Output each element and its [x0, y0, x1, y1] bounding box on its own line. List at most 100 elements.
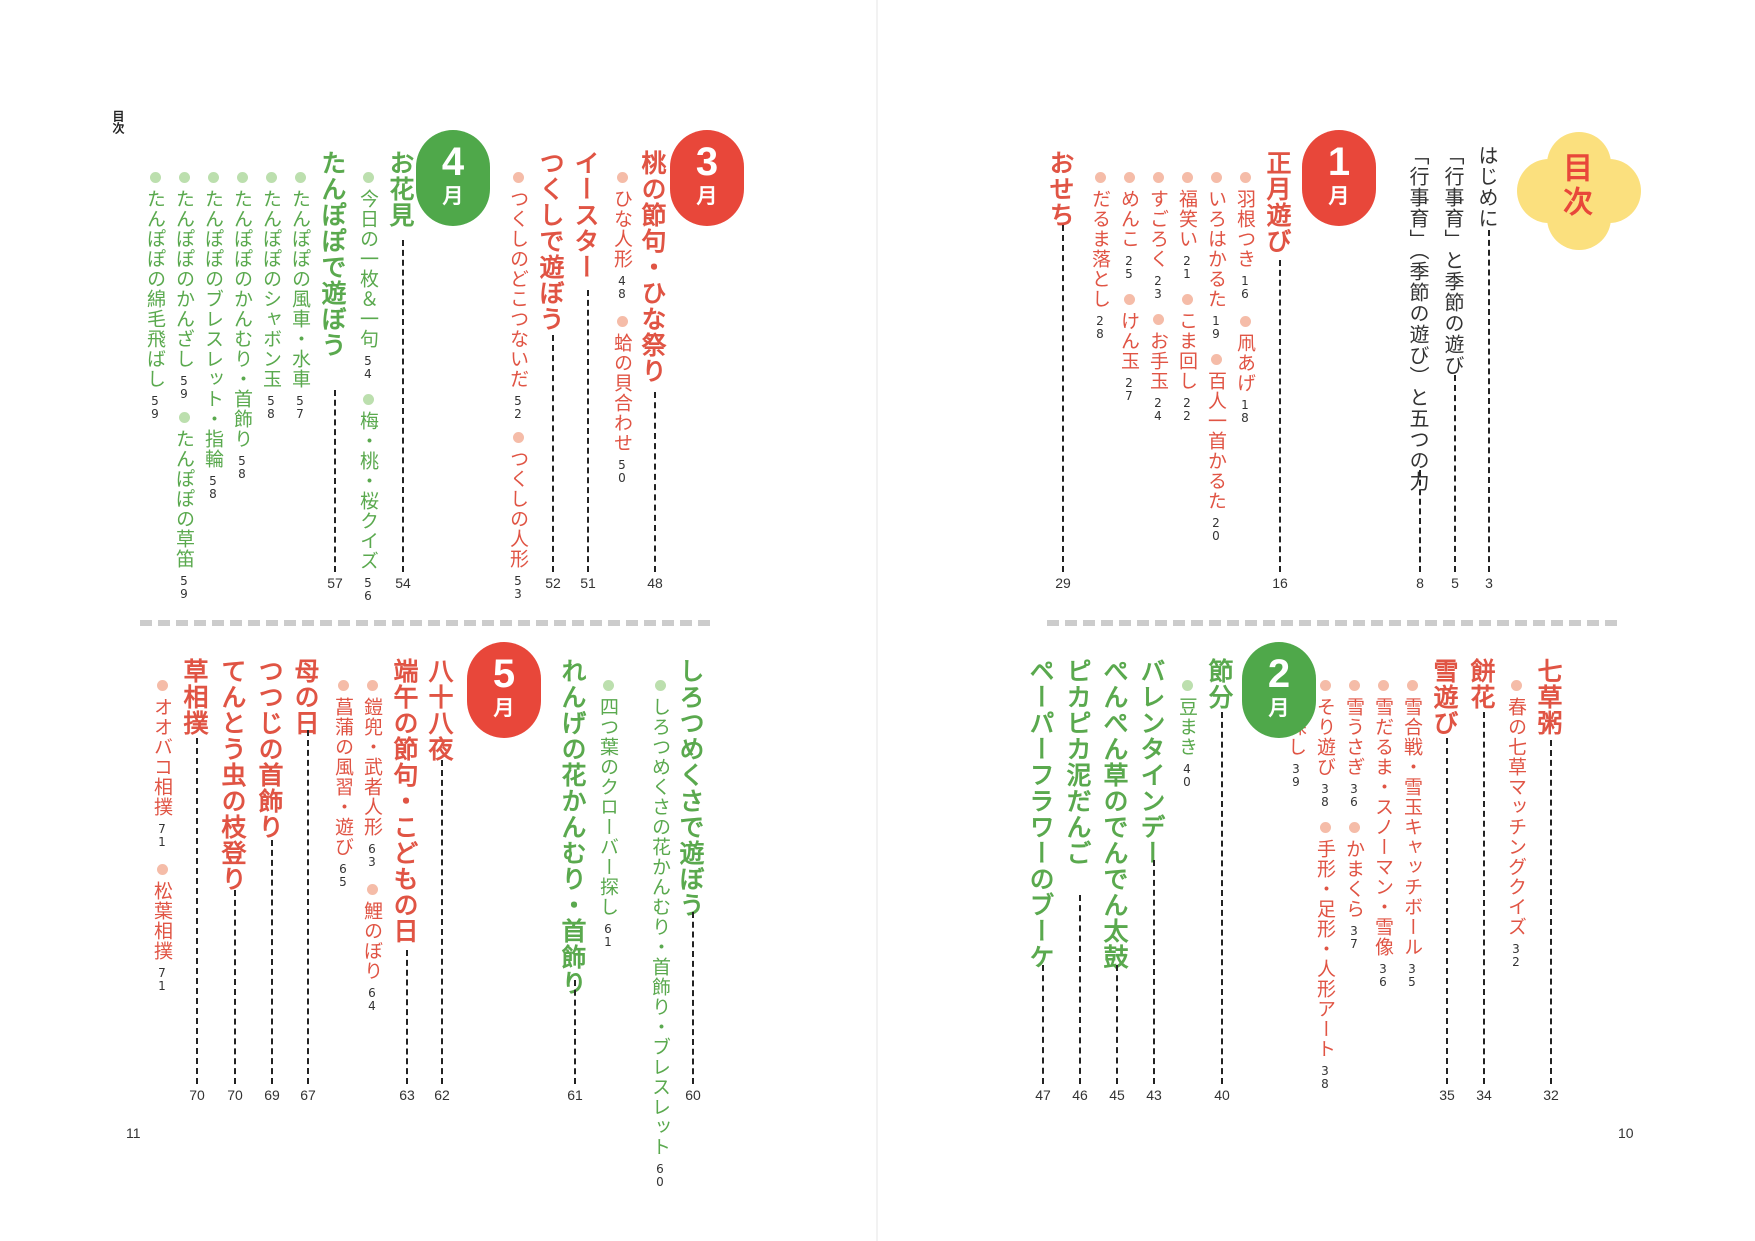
- item-page: 37: [1347, 924, 1361, 950]
- item-title: 凧あげ: [1234, 333, 1256, 393]
- page-number: 69: [264, 1087, 280, 1103]
- item-title: 手形・足形・人形アート: [1314, 839, 1336, 1059]
- toc-entry-kusazumo[interactable]: 草相撲: [180, 658, 209, 736]
- bullet: [1181, 294, 1193, 305]
- leader-line: [234, 890, 236, 1084]
- item-page: 57: [293, 394, 307, 420]
- item-page: 22: [1180, 396, 1194, 422]
- toc-entry-ohanami[interactable]: お花見: [386, 150, 415, 228]
- toc-entry-mochibana[interactable]: 餅花: [1467, 658, 1496, 710]
- toc-entry-shirotsumekusa[interactable]: しろつめくさで遊ぼう: [676, 658, 705, 918]
- toc-entry-nanakusa[interactable]: 七草粥: [1534, 658, 1563, 736]
- item-page: 54: [361, 354, 375, 380]
- toc-entry-renge[interactable]: れんげの花かんむり・首飾り: [558, 658, 587, 996]
- page-number: 52: [545, 575, 561, 591]
- toc-item[interactable]: 鎧兜・武者人形 63 鯉のぼり 64: [361, 680, 383, 1012]
- bullet: [1094, 172, 1106, 183]
- item-page: 63: [365, 842, 379, 868]
- toc-item[interactable]: オオバコ相撲 71 松葉相撲 71: [151, 680, 173, 992]
- toc-entry-valentine[interactable]: バレンタインデー: [1137, 658, 1166, 866]
- toc-entry-tsukushi[interactable]: つくしで遊ぼう: [536, 150, 565, 332]
- item-page: 27: [1122, 376, 1136, 402]
- page-number: 8: [1416, 575, 1424, 591]
- item-title: 春の七草マッチングクイズ: [1505, 697, 1527, 937]
- toc-entry-shogatsu[interactable]: 正月遊び: [1263, 150, 1292, 254]
- toc-entry-paperflower[interactable]: ペーパーフラワーのブーケ: [1026, 658, 1055, 970]
- toc-entry-gyojiiku-itsutsu[interactable]: 「行事育」（季節の遊び）と五つの力: [1406, 145, 1430, 492]
- toc-entry-tsutsuji[interactable]: つつじの首飾り: [255, 658, 284, 840]
- toc-entry-yukiasobi[interactable]: 雪遊び: [1430, 658, 1459, 736]
- toc-item[interactable]: たんぽぽのシャボン玉 58: [260, 172, 282, 420]
- toc-entry-dorodango[interactable]: ピカピカ泥だんご: [1063, 658, 1092, 866]
- bullet: [616, 316, 628, 327]
- toc-item[interactable]: 春の七草マッチングクイズ 32: [1505, 680, 1527, 968]
- toc-item[interactable]: 豆まき 40: [1176, 680, 1198, 788]
- toc-entry-setsubun[interactable]: 節分: [1205, 658, 1234, 710]
- toc-item[interactable]: 雪だるま・スノーマン・雪像 36: [1372, 680, 1394, 988]
- leader-line: [1042, 965, 1044, 1084]
- page-number-right: 10: [1618, 1125, 1634, 1141]
- toc-item[interactable]: たんぽぽの綿毛飛ばし 59: [144, 172, 166, 420]
- plum-petal: [1547, 159, 1611, 223]
- toc-entry-hachijuhachiya[interactable]: 八十八夜: [425, 658, 454, 762]
- page-number: 57: [327, 575, 343, 591]
- leader-line: [1550, 740, 1552, 1084]
- bullet: [236, 172, 248, 183]
- toc-item[interactable]: そり遊び 38 手形・足形・人形アート 38: [1314, 680, 1336, 1090]
- bullet: [1377, 680, 1389, 691]
- bullet: [362, 394, 374, 405]
- toc-item[interactable]: たんぽぽのかんむり・首飾り 58: [231, 172, 253, 480]
- toc-item[interactable]: 雪うさぎ 36 かまくら 37: [1343, 680, 1365, 950]
- toc-item[interactable]: すごろく 23 お手玉 24: [1147, 172, 1169, 422]
- toc-item[interactable]: 四つ葉のクローバー探し 61: [597, 680, 619, 948]
- bullet: [1348, 822, 1360, 833]
- toc-item[interactable]: 羽根つき 16 凧あげ 18: [1234, 172, 1256, 424]
- bullet: [1319, 680, 1331, 691]
- bullet: [178, 412, 190, 423]
- toc-entry-osechi[interactable]: おせち: [1046, 150, 1075, 228]
- toc-item[interactable]: 菖蒲の風習・遊び 65: [332, 680, 354, 888]
- toc-item[interactable]: 雪合戦・雪玉キャッチボール 35: [1401, 680, 1423, 988]
- toc-entry-hahanohi[interactable]: 母の日: [291, 658, 320, 736]
- toc-entry-tango[interactable]: 端午の節句・こどもの日: [390, 658, 419, 944]
- toc-item[interactable]: しろつめくさの花かんむり・首飾り・ブレスレット 60: [649, 680, 671, 1188]
- item-title: かまくら: [1343, 839, 1365, 919]
- item-page: 65: [336, 862, 350, 888]
- bullet: [1152, 172, 1164, 183]
- item-title: そり遊び: [1314, 697, 1336, 777]
- page-number: 48: [647, 575, 663, 591]
- toc-item[interactable]: めんこ 25 けん玉 27: [1118, 172, 1140, 402]
- toc-entry-easter[interactable]: イースター: [571, 150, 600, 280]
- item-title: つくしの人形: [507, 449, 529, 569]
- item-page: 61: [601, 922, 615, 948]
- toc-item[interactable]: たんぽぽのかんざし 59 たんぽぽの草笛 59: [173, 172, 195, 600]
- toc-item[interactable]: 今日の一枚＆一句 54 梅・桃・桜クイズ 56: [357, 172, 379, 602]
- page-number: 40: [1214, 1087, 1230, 1103]
- toc-entry-hina-matsuri[interactable]: 桃の節句・ひな祭り: [638, 150, 667, 384]
- toc-entry-tentomushi[interactable]: てんとう虫の枝登り: [218, 658, 247, 892]
- toc-item[interactable]: ひな人形 48 蛤の貝合わせ 50: [611, 172, 633, 484]
- toc-entry-gyojiiku-kisetsu[interactable]: 「行事育」と季節の遊び: [1441, 145, 1465, 376]
- item-title: たんぽぽの風車・水車: [289, 189, 311, 389]
- left-page: 目次 3 月 桃の節句・ひな祭り 48 ひな人形 48 蛤の貝合わせ 50 イースター…: [0, 0, 877, 1241]
- bullet: [602, 680, 614, 691]
- toc-item[interactable]: つくしのどこつないだ 52 つくしの人形 53: [507, 172, 529, 600]
- item-title: たんぽぽのかんむり・首飾り: [231, 189, 253, 449]
- toc-item[interactable]: だるま落とし 28: [1089, 172, 1111, 340]
- leader-line: [1279, 260, 1281, 572]
- toc-entry-hajimeni[interactable]: はじめに: [1475, 145, 1499, 229]
- bullet: [366, 884, 378, 895]
- page-number: 45: [1109, 1087, 1125, 1103]
- toc-entry-tanpopo[interactable]: たんぽぽで遊ぼう: [318, 150, 347, 358]
- toc-entry-penpengusa[interactable]: ぺんぺん草のでんでん太鼓: [1100, 658, 1129, 970]
- item-title: めんこ: [1118, 189, 1140, 249]
- toc-item[interactable]: 福笑い 21 こま回し 22: [1176, 172, 1198, 422]
- toc-item[interactable]: たんぽぽのブレスレット・指輪 58: [202, 172, 224, 500]
- item-title: 豆まき: [1176, 697, 1198, 757]
- section-divider: [140, 620, 710, 626]
- toc-item[interactable]: いろはかるた 19 百人一首かるた 20: [1205, 172, 1227, 542]
- toc-item[interactable]: たんぽぽの風車・水車 57: [289, 172, 311, 420]
- item-title: 梅・桃・桜クイズ: [357, 411, 379, 571]
- item-title: すごろく: [1147, 189, 1169, 269]
- page-number: 5: [1451, 575, 1459, 591]
